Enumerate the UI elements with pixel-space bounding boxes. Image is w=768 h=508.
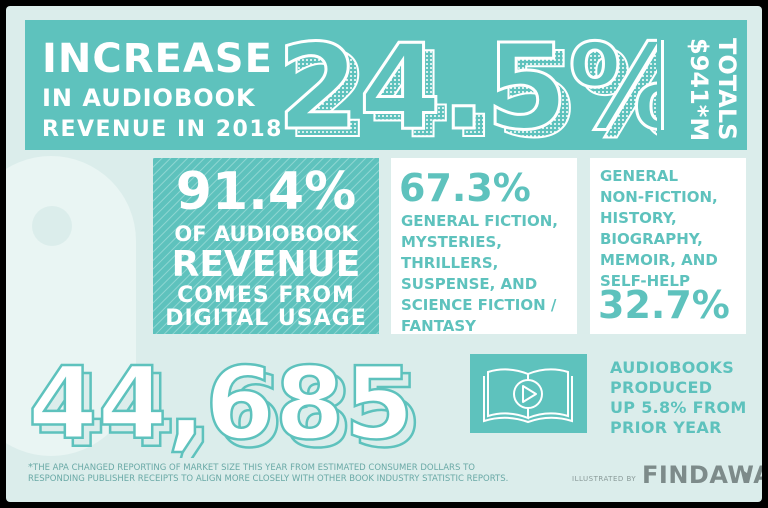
nonfiction-percent: 32.7% <box>598 283 730 327</box>
banner-divider <box>661 40 664 130</box>
infographic: INCREASE IN AUDIOBOOK REVENUE IN 2018 24… <box>6 6 762 502</box>
book-icon-box <box>470 354 587 433</box>
hatch-pattern <box>153 158 379 334</box>
revenue-value-shadow: 24.5% <box>287 26 657 146</box>
count-text: 44,685 <box>28 346 414 458</box>
nonfiction-genres: GENERAL NON-FICTION, HISTORY, BIOGRAPHY,… <box>600 167 718 290</box>
totals-label: TOTALS $941*M <box>673 38 743 142</box>
count-shadow: 44,685 <box>36 353 422 458</box>
digital-usage-line2: REVENUE <box>171 244 361 285</box>
background-shape <box>6 156 136 456</box>
banner-title-line2: IN AUDIOBOOK <box>42 84 256 112</box>
fiction-card: 67.3% GENERAL FICTION, MYSTERIES, THRILL… <box>391 158 577 335</box>
fiction-percent: 67.3% <box>399 166 531 210</box>
banner-title-line1: INCREASE <box>42 36 273 82</box>
totals-line1: TOTALS <box>713 38 741 141</box>
revenue-value-text: 24.5% <box>277 26 657 146</box>
nonfiction-card: GENERAL NON-FICTION, HISTORY, BIOGRAPHY,… <box>590 158 746 334</box>
digital-usage-line3: COMES FROM <box>177 283 355 308</box>
findaway-logo: FINDAWAY <box>642 461 762 489</box>
footnote: *THE APA CHANGED REPORTING OF MARKET SIZ… <box>28 462 508 485</box>
credit-label: ILLUSTRATED BY <box>572 475 637 483</box>
logo-arrow-icon <box>744 471 751 481</box>
audiobooks-produced-count: 44,685 44,685 <box>27 346 423 458</box>
footnote-star: * <box>28 462 33 473</box>
fiction-genres: GENERAL FICTION, MYSTERIES, THRILLERS, S… <box>401 212 558 335</box>
totals-line2: $941*M <box>685 38 713 142</box>
open-book-play-icon <box>483 368 573 424</box>
audiobooks-produced-text: AUDIOBOOKS PRODUCED UP 5.8% FROM PRIOR Y… <box>610 358 747 437</box>
digital-usage-line4: DIGITAL USAGE <box>165 306 367 331</box>
digital-usage-card: 91.4% OF AUDIOBOOK REVENUE COMES FROM DI… <box>153 158 379 334</box>
digital-usage-percent: 91.4% <box>175 162 357 222</box>
digital-usage-line1: OF AUDIOBOOK <box>174 222 358 246</box>
banner-title-line3: REVENUE IN 2018 <box>42 117 283 142</box>
footnote-text: THE APA CHANGED REPORTING OF MARKET SIZE… <box>28 463 509 484</box>
revenue-banner: INCREASE IN AUDIOBOOK REVENUE IN 2018 24… <box>25 20 747 150</box>
revenue-increase-value: 24.5% 24.5% <box>276 26 658 146</box>
background-dot <box>32 206 72 246</box>
